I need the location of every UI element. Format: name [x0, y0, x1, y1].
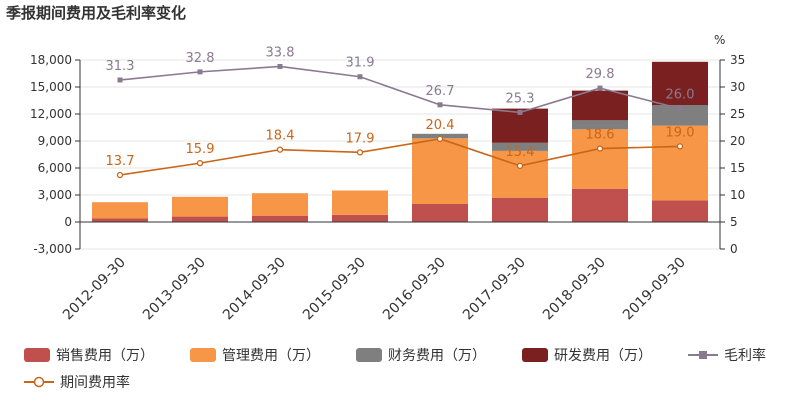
legend-swatch-finance	[356, 348, 382, 362]
bar-segment-0	[412, 204, 468, 222]
y-left-tick-label: 9,000	[38, 134, 72, 148]
bar-segment-0	[492, 197, 548, 222]
bar-segment-0	[572, 188, 628, 222]
gross-margin-label: 31.9	[346, 56, 375, 71]
bar-segment-1	[252, 193, 308, 216]
gross-margin-label: 26.0	[666, 88, 695, 103]
expense-ratio-point	[676, 143, 684, 150]
legend-swatch-admin	[190, 348, 216, 362]
gross-margin-label: 33.8	[266, 45, 295, 60]
expense-ratio-point	[116, 171, 124, 179]
x-tick-label: 2012-09-30	[60, 255, 129, 324]
bar-segment-2	[572, 120, 628, 130]
gross-margin-point	[437, 102, 443, 108]
expense-ratio-label: 17.9	[346, 131, 375, 146]
bar-segment-3	[652, 61, 708, 105]
expense-ratio-point	[276, 146, 284, 153]
series-line-1	[119, 138, 681, 176]
legend-item-expense-ratio[interactable]: 期间费用率	[24, 372, 130, 392]
expense-ratio-label: 20.4	[426, 118, 455, 133]
gross-margin-label: 26.7	[426, 84, 455, 99]
expense-ratio-point	[436, 135, 444, 142]
expense-ratio-point	[196, 159, 204, 167]
gross-margin-label: 32.8	[186, 51, 215, 66]
y-right-unit-label: %	[714, 33, 725, 47]
legend-label-sales: 销售费用（万）	[56, 348, 154, 364]
y-right-tick-label: 35	[730, 53, 745, 67]
bar-segment-0	[332, 214, 388, 222]
x-tick-label: 2014-09-30	[220, 255, 289, 324]
gross-margin-point	[677, 106, 683, 112]
gross-margin-point	[277, 63, 283, 69]
gross-margin-point	[197, 69, 203, 75]
legend-item-finance[interactable]: 财务费用（万）	[356, 345, 486, 365]
expense-ratio-point	[356, 149, 364, 156]
legend-label-gross-margin: 毛利率	[724, 348, 766, 364]
x-tick-label: 2016-09-30	[380, 255, 449, 324]
expense-ratio-label: 18.4	[266, 129, 295, 144]
y-left-tick-label: 0	[64, 215, 72, 229]
x-tick-label: 2019-09-30	[620, 255, 689, 324]
y-left-tick-label: -3,000	[33, 242, 72, 256]
legend-item-sales[interactable]: 销售费用（万）	[24, 345, 154, 365]
y-left-tick-label: 12,000	[30, 107, 72, 121]
y-left-tick-label: 6,000	[38, 161, 72, 175]
x-tick-label: 2018-09-30	[540, 255, 609, 324]
gross-margin-point	[597, 85, 603, 91]
y-left-tick-label: 3,000	[38, 188, 72, 202]
bar-segment-1	[412, 138, 468, 204]
legend-label-rd: 研发费用（万）	[554, 348, 652, 364]
bar-segment-1	[652, 125, 708, 201]
x-tick-label: 2015-09-30	[300, 255, 369, 324]
bar-segment-0	[652, 200, 708, 222]
expense-ratio-label: 15.9	[186, 142, 215, 157]
legend-swatch-gross-margin	[688, 348, 718, 362]
legend-swatch-expense-ratio	[24, 375, 54, 389]
legend-item-gross-margin[interactable]: 毛利率	[688, 345, 766, 365]
gross-margin-point	[517, 109, 523, 115]
gross-margin-point	[117, 77, 123, 83]
legend-label-expense-ratio: 期间费用率	[60, 375, 130, 391]
expense-ratio-label: 13.7	[106, 154, 135, 169]
bar-segment-0	[172, 216, 228, 222]
legend-item-admin[interactable]: 管理费用（万）	[190, 345, 320, 365]
expense-ratio-label: 15.4	[506, 145, 535, 160]
gross-margin-label: 29.8	[586, 67, 615, 82]
y-right-tick-label: 10	[730, 188, 745, 202]
bar-segment-1	[172, 196, 228, 217]
y-right-tick-label: 20	[730, 134, 745, 148]
y-left-tick-label: 18,000	[30, 53, 72, 67]
y-right-tick-label: 0	[730, 242, 738, 256]
expense-ratio-label: 19.0	[666, 125, 695, 140]
bar-segment-1	[92, 202, 148, 219]
chart-title: 季报期间费用及毛利率变化	[6, 4, 187, 22]
legend-swatch-sales	[24, 348, 50, 362]
y-right-tick-label: 15	[730, 161, 745, 175]
gross-margin-label: 31.3	[106, 59, 135, 74]
expense-ratio-point	[516, 162, 524, 169]
x-tick-label: 2017-09-30	[460, 255, 529, 324]
bar-segment-1	[332, 190, 388, 215]
y-right-tick-label: 25	[730, 107, 745, 121]
y-right-tick-label: 5	[730, 215, 738, 229]
bar-segment-3	[572, 90, 628, 121]
legend-swatch-rd	[522, 348, 548, 362]
gross-margin-point	[357, 74, 363, 80]
bar-segment-2	[652, 105, 708, 126]
expense-ratio-label: 18.6	[586, 128, 615, 143]
expense-ratio-point	[596, 145, 604, 152]
bar-segment-0	[252, 215, 308, 222]
legend-label-finance: 财务费用（万）	[388, 348, 486, 364]
y-left-tick-label: 15,000	[30, 80, 72, 94]
chart-canvas: -3,000 0 3,000 6,000 9,000 12,000 15,000 18,000…	[30, 33, 745, 324]
bar-segment-0	[92, 218, 148, 222]
gross-margin-label: 25.3	[506, 91, 535, 106]
legend-label-admin: 管理费用（万）	[222, 348, 320, 364]
y-right-tick-label: 30	[730, 80, 745, 94]
legend-item-rd[interactable]: 研发费用（万）	[522, 345, 652, 365]
bar-segment-1	[572, 129, 628, 189]
bar-segment-2	[492, 142, 548, 151]
x-tick-label: 2013-09-30	[140, 255, 209, 324]
series-line-0	[119, 65, 681, 114]
